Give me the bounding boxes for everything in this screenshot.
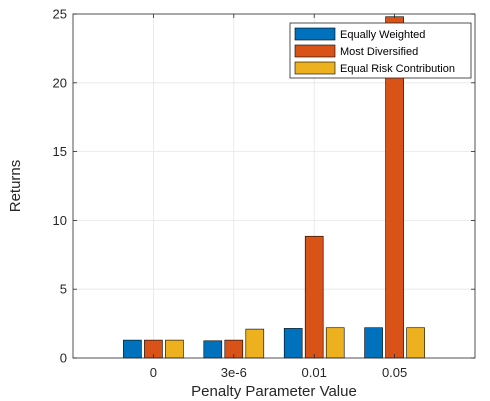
bar [283,328,303,359]
bar [364,327,383,359]
x-tick-label: 0 [150,365,157,380]
legend-label: Equally Weighted [340,29,425,41]
plot-frame [72,13,476,359]
x-tick-label: 0.05 [382,365,407,380]
y-tick-label: 20 [53,75,67,90]
bar [245,328,265,359]
ticks [73,13,475,359]
y-tick-label: 15 [53,144,67,159]
y-tick-label: 5 [60,282,67,297]
bar [325,327,345,359]
y-tick-label: 10 [53,213,67,228]
x-tick-label: 0.01 [302,365,327,380]
bar [406,327,425,359]
legend-swatch [294,27,336,41]
x-axis-label: Penalty Parameter Value [191,383,357,400]
legend-swatch [294,61,336,75]
y-axis-label: Returns [7,160,24,213]
legend-label: Most Diversified [340,46,418,58]
legend-swatch [294,44,336,58]
legend-label: Equal Risk Contribution [340,63,455,75]
y-tick-label: 0 [60,351,67,366]
bar [203,340,223,359]
y-tick-label: 25 [53,7,67,22]
bar [123,339,142,359]
x-tick-label: 3e-6 [221,365,247,380]
tick-labels: 0 5 10 15 20 25 0 3e-6 0.01 0.05 [53,7,408,381]
legend: Equally Weighted Most Diversified Equal Ri… [289,22,472,79]
bar [304,235,324,359]
bar [165,339,184,359]
